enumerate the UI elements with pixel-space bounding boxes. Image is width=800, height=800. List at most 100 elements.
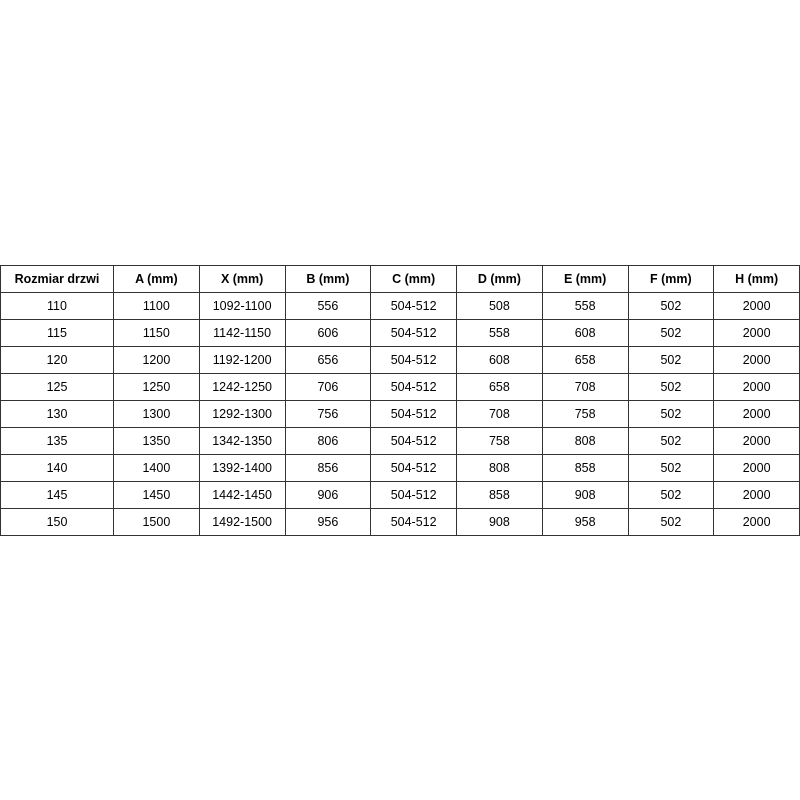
header-cell: B (mm) — [284, 265, 372, 293]
table-cell: 1300 — [113, 400, 200, 428]
table-cell: 808 — [456, 454, 543, 482]
table-cell: 502 — [627, 454, 715, 482]
table-cell: 504-512 — [370, 508, 457, 536]
table-row: 110 1100 1092-1100 556 504-512 508 558 502 2000 — [0, 292, 800, 320]
table-cell: 2000 — [713, 481, 800, 509]
table-cell: 1192-1200 — [198, 346, 286, 374]
table-cell: 502 — [627, 373, 715, 401]
table-cell: 1442-1450 — [198, 481, 286, 509]
table-cell: 115 — [0, 319, 114, 347]
table-cell: 2000 — [713, 400, 800, 428]
header-cell: C (mm) — [370, 265, 457, 293]
table-cell: 906 — [284, 481, 372, 509]
table-cell: 706 — [284, 373, 372, 401]
table-cell: 2000 — [713, 454, 800, 482]
table-cell: 858 — [541, 454, 629, 482]
table-cell: 708 — [456, 400, 543, 428]
table-row: 130 1300 1292-1300 756 504-512 708 758 502 2000 — [0, 400, 800, 428]
table-cell: 1392-1400 — [198, 454, 286, 482]
table-cell: 2000 — [713, 427, 800, 455]
table-cell: 758 — [541, 400, 629, 428]
table-cell: 2000 — [713, 508, 800, 536]
table-cell: 504-512 — [370, 400, 457, 428]
table-cell: 1292-1300 — [198, 400, 286, 428]
table-cell: 958 — [541, 508, 629, 536]
table-row: 145 1450 1442-1450 906 504-512 858 908 502 2000 — [0, 481, 800, 509]
table-cell: 110 — [0, 292, 114, 320]
table-cell: 2000 — [713, 346, 800, 374]
table-body: 110 1100 1092-1100 556 504-512 508 558 502 2000 1… — [0, 292, 800, 536]
table-cell: 2000 — [713, 319, 800, 347]
table-cell: 658 — [456, 373, 543, 401]
table-cell: 1450 — [113, 481, 200, 509]
table-cell: 504-512 — [370, 454, 457, 482]
table-cell: 908 — [456, 508, 543, 536]
header-cell: E (mm) — [541, 265, 629, 293]
table-cell: 2000 — [713, 373, 800, 401]
table-cell: 145 — [0, 481, 114, 509]
table-cell: 708 — [541, 373, 629, 401]
table-cell: 502 — [627, 292, 715, 320]
table-cell: 606 — [284, 319, 372, 347]
table-cell: 504-512 — [370, 292, 457, 320]
table-cell: 856 — [284, 454, 372, 482]
table-cell: 1250 — [113, 373, 200, 401]
table-cell: 508 — [456, 292, 543, 320]
table-cell: 504-512 — [370, 346, 457, 374]
table-cell: 858 — [456, 481, 543, 509]
table-cell: 1350 — [113, 427, 200, 455]
table-cell: 558 — [541, 292, 629, 320]
table-row: 140 1400 1392-1400 856 504-512 808 858 502 2000 — [0, 454, 800, 482]
table-row: 115 1150 1142-1150 606 504-512 558 608 502 2000 — [0, 319, 800, 347]
table-cell: 1400 — [113, 454, 200, 482]
table-cell: 1092-1100 — [198, 292, 286, 320]
table-cell: 502 — [627, 427, 715, 455]
table-cell: 150 — [0, 508, 114, 536]
table-cell: 502 — [627, 319, 715, 347]
header-cell: H (mm) — [713, 265, 800, 293]
header-cell: A (mm) — [113, 265, 200, 293]
table-cell: 956 — [284, 508, 372, 536]
table-cell: 502 — [627, 400, 715, 428]
table-cell: 808 — [541, 427, 629, 455]
table-cell: 140 — [0, 454, 114, 482]
table-cell: 656 — [284, 346, 372, 374]
header-cell: X (mm) — [198, 265, 286, 293]
table-cell: 556 — [284, 292, 372, 320]
table-cell: 504-512 — [370, 481, 457, 509]
table-cell: 756 — [284, 400, 372, 428]
table-cell: 1200 — [113, 346, 200, 374]
table-cell: 1500 — [113, 508, 200, 536]
table-cell: 806 — [284, 427, 372, 455]
table-cell: 2000 — [713, 292, 800, 320]
header-row: Rozmiar drzwi A (mm) X (mm) B (mm) C (mm) D (… — [0, 265, 800, 293]
header-cell: Rozmiar drzwi — [0, 265, 114, 293]
table-cell: 658 — [541, 346, 629, 374]
table-cell: 1100 — [113, 292, 200, 320]
table-row: 135 1350 1342-1350 806 504-512 758 808 502 2000 — [0, 427, 800, 455]
table-cell: 1142-1150 — [198, 319, 286, 347]
table-row: 120 1200 1192-1200 656 504-512 608 658 502 2000 — [0, 346, 800, 374]
header-cell: D (mm) — [456, 265, 543, 293]
table-cell: 135 — [0, 427, 114, 455]
table-cell: 502 — [627, 346, 715, 374]
table-cell: 1342-1350 — [198, 427, 286, 455]
table-cell: 130 — [0, 400, 114, 428]
table-cell: 125 — [0, 373, 114, 401]
table-cell: 758 — [456, 427, 543, 455]
table-cell: 908 — [541, 481, 629, 509]
table-cell: 558 — [456, 319, 543, 347]
table-cell: 120 — [0, 346, 114, 374]
table-cell: 504-512 — [370, 427, 457, 455]
table-cell: 1492-1500 — [198, 508, 286, 536]
table-cell: 502 — [627, 481, 715, 509]
table-cell: 504-512 — [370, 319, 457, 347]
table-row: 125 1250 1242-1250 706 504-512 658 708 502 2000 — [0, 373, 800, 401]
table-row: 150 1500 1492-1500 956 504-512 908 958 502 2000 — [0, 508, 800, 536]
table-cell: 504-512 — [370, 373, 457, 401]
table-cell: 608 — [541, 319, 629, 347]
size-table: Rozmiar drzwi A (mm) X (mm) B (mm) C (mm) D (… — [0, 265, 800, 536]
table-cell: 1242-1250 — [198, 373, 286, 401]
header-cell: F (mm) — [627, 265, 715, 293]
